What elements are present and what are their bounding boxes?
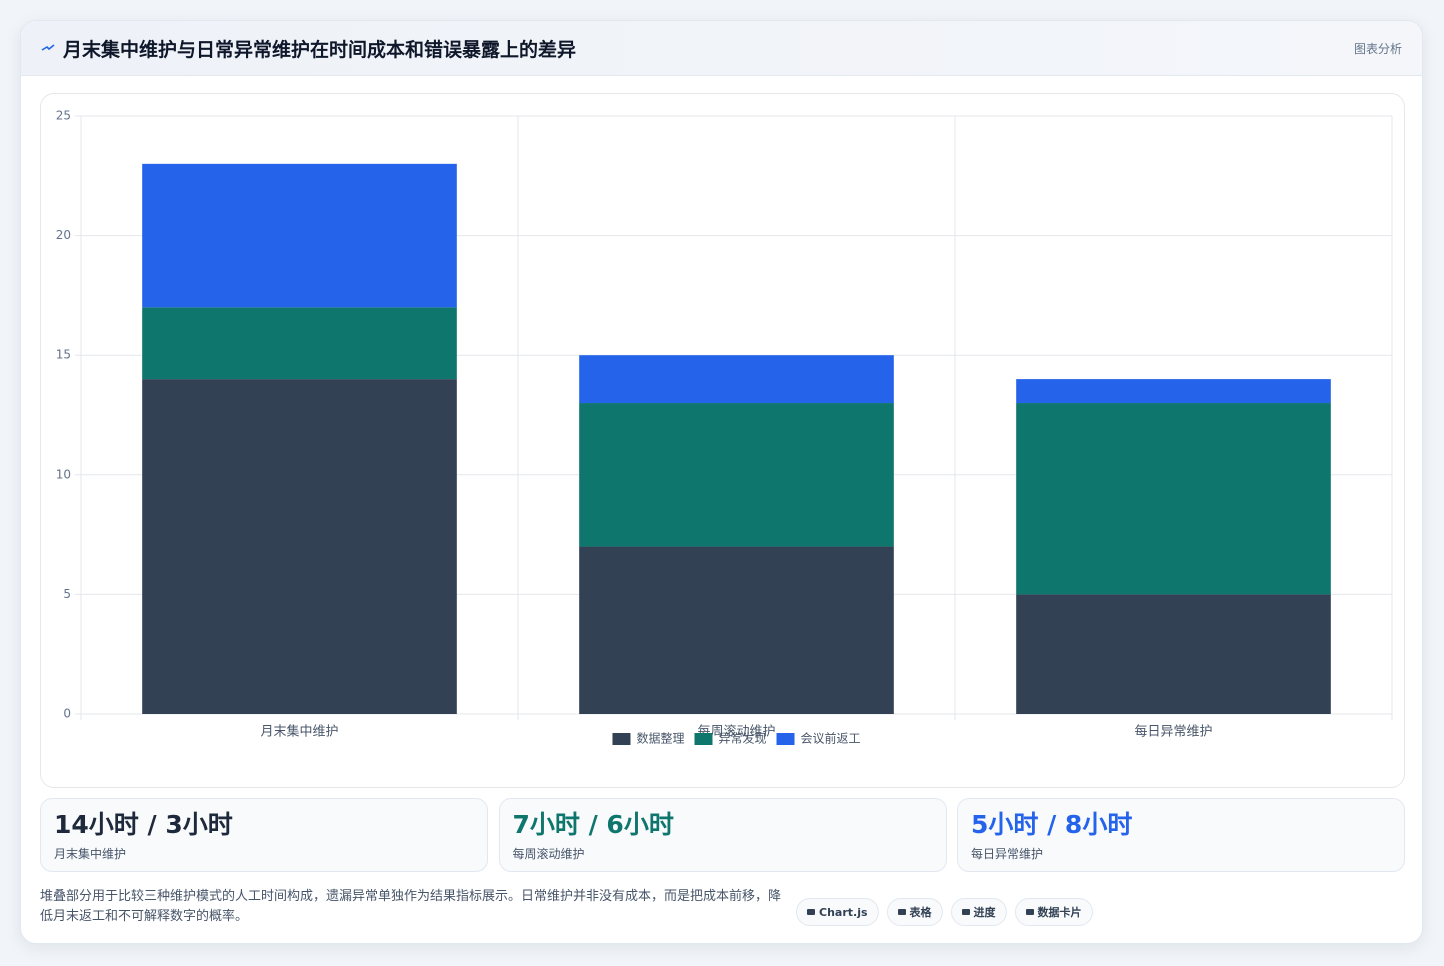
note: 堆叠部分用于比较三种维护模式的人工时间构成，遗漏异常单独作为结果指标展示。日常维… (40, 889, 782, 924)
stat-label: 每周滚动维护 (512, 847, 585, 861)
chip-icon (1025, 909, 1034, 915)
chip: Chart.js (796, 898, 879, 926)
legend-label: 会议前返工 (801, 731, 861, 746)
chip: 表格 (886, 898, 943, 926)
bar-segment (1016, 379, 1331, 404)
stat-value: 5小时 / 8小时 (971, 810, 1133, 839)
stat-value: 7小时 / 6小时 (512, 810, 674, 839)
bar-segment (579, 355, 894, 404)
bar-segment (579, 546, 894, 714)
bar-segment (1016, 594, 1331, 714)
legend-swatch (694, 733, 713, 745)
y-tick-label: 25 (56, 109, 71, 123)
legend-label: 异常发现 (718, 731, 766, 746)
legend: 数据整理 异常发现 会议前返工 (612, 731, 861, 746)
chip-label: Chart.js (819, 905, 868, 919)
chip-label: 进度 (973, 906, 996, 919)
bar-segment (142, 379, 457, 714)
y-tick-label: 10 (56, 467, 71, 481)
stat-card: 7小时 / 6小时每周滚动维护 (498, 798, 947, 872)
y-tick-label: 15 (56, 348, 71, 362)
y-tick-label: 5 (63, 587, 71, 601)
header-icon (41, 44, 55, 51)
x-tick-label: 每日异常维护 (1134, 724, 1212, 740)
bar-segment (1016, 403, 1331, 595)
chips: Chart.js 表格 进度 数据卡片 (796, 898, 1093, 926)
legend-label: 数据整理 (636, 731, 684, 746)
tag: 图表分析 (1353, 41, 1402, 56)
stat-label: 月末集中维护 (54, 847, 127, 861)
bar-segment (142, 163, 457, 308)
chip: 进度 (950, 898, 1007, 926)
chip-label: 表格 (909, 906, 932, 919)
legend-swatch (612, 733, 631, 745)
bar-segment (579, 403, 894, 547)
bar-segment (142, 307, 457, 380)
chip-label: 数据卡片 (1037, 906, 1082, 919)
chip-icon (897, 909, 906, 915)
header: 月末集中维护与日常异常维护在时间成本和错误暴露上的差异 图表分析 (21, 21, 1422, 76)
card: 月末集中维护与日常异常维护在时间成本和错误暴露上的差异 图表分析 0 5 10 15 2… (20, 20, 1423, 944)
y-tick-label: 20 (56, 228, 71, 242)
chip: 数据卡片 (1014, 898, 1093, 926)
x-tick-label: 月末集中维护 (260, 724, 338, 740)
chip-icon (961, 909, 970, 915)
x-tick-label: 每周滚动维护 (697, 724, 775, 740)
title: 月末集中维护与日常异常维护在时间成本和错误暴露上的差异 (63, 38, 577, 61)
stat-label: 每日异常维护 (971, 847, 1044, 861)
chart: 0 5 10 15 20 25 月末集中维护 每周滚动维护 每日异常维护 数据整理 异常发现 会议前返… (56, 109, 1393, 746)
stat-value: 14小时 / 3小时 (54, 810, 233, 839)
y-tick-label: 0 (63, 707, 71, 721)
stat-card: 5小时 / 8小时每日异常维护 (957, 798, 1405, 872)
chip-icon (807, 909, 815, 915)
stat-card: 14小时 / 3小时月末集中维护 (40, 798, 488, 872)
legend-swatch (776, 733, 795, 745)
chart-panel: 0 5 10 15 20 25 月末集中维护 每周滚动维护 每日异常维护 数据整理 异常发现 会议前返… (40, 93, 1405, 788)
